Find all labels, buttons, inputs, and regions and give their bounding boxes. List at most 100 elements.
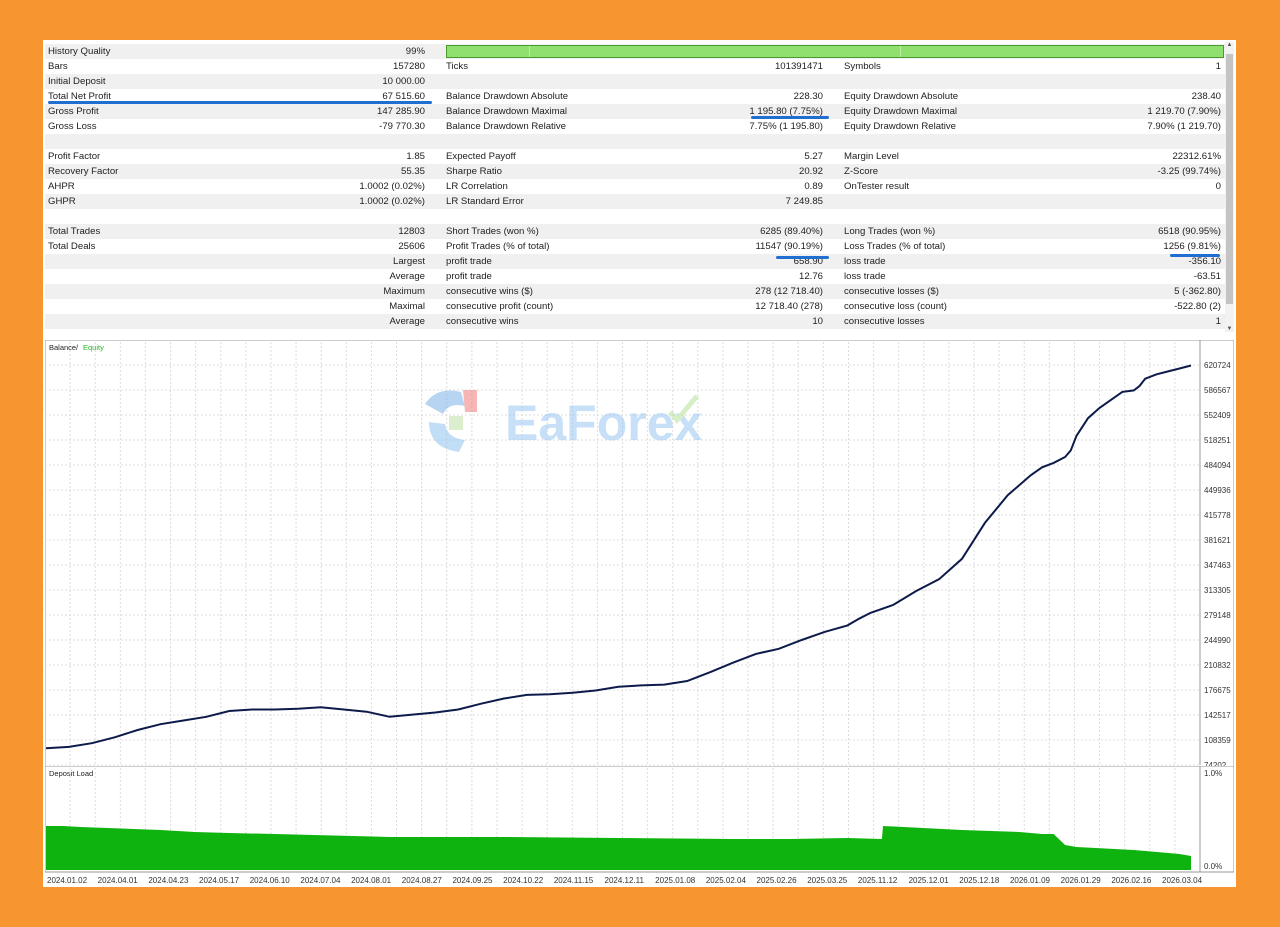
- balance-equity-chart: 620724 586567 552409 518251 484094 449936 4157…: [45, 340, 1234, 768]
- stats-scrollbar[interactable]: ▲ ▼: [1225, 42, 1234, 332]
- chart-frame: [45, 340, 1234, 768]
- stat-label-consecutive-losses: consecutive losses: [844, 316, 925, 327]
- stats-table: History Quality 99% Bars 157280 Ticks 1013914…: [45, 44, 1225, 334]
- stats-row: [45, 134, 1225, 149]
- stat-label-equity-drawdown-relative: Equity Drawdown Relative: [844, 121, 956, 132]
- stat-label-profit-trade: profit trade: [446, 271, 492, 282]
- deposit-load-area: [46, 826, 1191, 870]
- highlight-balance-drawdown: [751, 116, 829, 119]
- stats-row: Maximum consecutive wins ($) 278 (12 718.4…: [45, 284, 1225, 299]
- x-tick-label: 2024.01.02: [47, 876, 88, 885]
- stat-label-ticks: Ticks: [446, 61, 469, 72]
- x-tick-label: 2026.01.29: [1061, 876, 1102, 885]
- stat-value-consecutive-losses: 1: [1215, 316, 1221, 327]
- x-tick-label: 2025.12.01: [909, 876, 950, 885]
- y-tick-label: 1.0%: [1204, 769, 1222, 778]
- stat-value-long-trades-won: 6518 (90.95%): [1158, 226, 1221, 237]
- stat-value-equity-drawdown-relative: 7.90% (1 219.70): [1147, 121, 1221, 132]
- stats-row: GHPR 1.0002 (0.02%) LR Standard Error 7 249…: [45, 194, 1225, 209]
- stat-label-profit-trades-of-total: Profit Trades (% of total): [446, 241, 550, 252]
- y-tick-label: 620724: [1204, 361, 1231, 370]
- y-tick-label: 586567: [1204, 386, 1231, 395]
- stat-label-loss-trades-of-total: Loss Trades (% of total): [844, 241, 946, 252]
- scroll-thumb[interactable]: [1226, 54, 1233, 304]
- stat-label-history-quality: History Quality: [48, 46, 111, 57]
- stat-label-profit-factor: Profit Factor: [48, 151, 101, 162]
- stat-value-margin-level: 22312.61%: [1172, 151, 1221, 162]
- stat-label-consecutive-profit-count: consecutive profit (count): [446, 301, 554, 312]
- stat-label-long-trades-won: Long Trades (won %): [844, 226, 936, 237]
- y-tick-label: 381621: [1204, 536, 1231, 545]
- stat-label-expected-payoff: Expected Payoff: [446, 151, 516, 162]
- y-tick-label: 518251: [1204, 436, 1231, 445]
- stat-value-gross-loss: -79 770.30: [379, 121, 425, 132]
- stat-value-consecutive-losses: 5 (-362.80): [1174, 286, 1221, 297]
- stat-value-sharpe-ratio: 20.92: [798, 166, 823, 177]
- stat-value-loss-trade: -63.51: [1193, 271, 1221, 282]
- stat-value-history-quality: 99%: [405, 46, 425, 57]
- stats-row: Largest profit trade 658.90 loss trade -356.…: [45, 254, 1225, 269]
- x-tick-label: 2024.12.11: [605, 876, 645, 885]
- stat-value-bars: 157280: [392, 61, 425, 72]
- legend-equity: Equity: [83, 343, 104, 352]
- stat-value-consecutive-loss-count: -522.80 (2): [1174, 301, 1221, 312]
- quality-bar-segment: [900, 46, 901, 57]
- stat-label-ontester-result: OnTester result: [844, 181, 910, 192]
- stat-value-ghpr: 1.0002 (0.02%): [359, 196, 425, 207]
- stat-label-equity-drawdown-maximal: Equity Drawdown Maximal: [844, 106, 958, 117]
- stat-label-balance-drawdown-relative: Balance Drawdown Relative: [446, 121, 566, 132]
- stat-label-balance-drawdown-maximal: Balance Drawdown Maximal: [446, 106, 568, 117]
- stat-label-short-trades-won: Short Trades (won %): [446, 226, 539, 237]
- scroll-up-icon[interactable]: ▲: [1226, 42, 1233, 48]
- x-tick-label: 2024.11.15: [554, 876, 594, 885]
- stats-row: Profit Factor 1.85 Expected Payoff 5.27 Marg…: [45, 149, 1225, 164]
- stat-label-sharpe-ratio: Sharpe Ratio: [446, 166, 502, 177]
- tester-report: History Quality 99% Bars 157280 Ticks 1013914…: [43, 40, 1236, 887]
- x-tick-label: 2024.04.23: [148, 876, 189, 885]
- stat-value-ahpr: 1.0002 (0.02%): [359, 181, 425, 192]
- stat-value-consecutive-profit-count: 12 718.40 (278): [755, 301, 823, 312]
- logo-mark-icon: [425, 390, 465, 414]
- stat-value-loss-trades-of-total: 1256 (9.81%): [1163, 241, 1221, 252]
- stat-value-profit-trade: 658.90: [793, 256, 823, 267]
- balance-series-line: [45, 364, 1192, 750]
- y-tick-label: 484094: [1204, 461, 1231, 470]
- stat-value-maximum: Maximum: [383, 286, 425, 297]
- y-tick-label: 210832: [1204, 661, 1231, 670]
- stat-label-profit-trade: profit trade: [446, 256, 492, 267]
- stat-value-ticks: 101391471: [774, 61, 823, 72]
- x-tick-label: 2025.01.08: [655, 876, 696, 885]
- y-tick-label: 0.0%: [1204, 862, 1222, 871]
- stat-label-margin-level: Margin Level: [844, 151, 899, 162]
- stat-value-short-trades-won: 6285 (89.40%): [760, 226, 823, 237]
- stat-value-profit-trade: 12.76: [798, 271, 823, 282]
- y-tick-label: 449936: [1204, 486, 1231, 495]
- x-tick-label: 2025.02.26: [757, 876, 798, 885]
- stat-label-consecutive-wins: consecutive wins ($): [446, 286, 533, 297]
- stat-value-recovery-factor: 55.35: [400, 166, 425, 177]
- stats-row: [45, 209, 1225, 224]
- y-tick-label: 176675: [1204, 686, 1231, 695]
- highlight-net-profit: [48, 101, 432, 104]
- x-tick-label: 2026.03.04: [1162, 876, 1203, 885]
- eaforex-watermark: EaForex: [425, 390, 703, 452]
- stat-label-lr-standard-error: LR Standard Error: [446, 196, 524, 207]
- deposit-load-chart: Deposit Load 1.0% 0.0% 2024.01.02 2024.04.01…: [45, 766, 1234, 885]
- x-tick-label: 2024.09.25: [452, 876, 493, 885]
- scroll-down-icon[interactable]: ▼: [1226, 326, 1233, 332]
- stat-value-loss-trade: -356.10: [1188, 256, 1221, 267]
- quality-bar-segment: [529, 46, 530, 57]
- watermark-text: EaForex: [505, 395, 703, 451]
- y-tick-label: 108359: [1204, 736, 1231, 745]
- stat-value-profit-trades-of-total: 11547 (90.19%): [755, 241, 823, 252]
- stat-label-symbols: Symbols: [844, 61, 881, 72]
- y-tick-label: 313305: [1204, 586, 1231, 595]
- x-tick-label: 2026.01.09: [1010, 876, 1051, 885]
- stat-value-balance-drawdown-absolute: 228.30: [793, 91, 823, 102]
- stat-value-z-score: -3.25 (99.74%): [1157, 166, 1221, 177]
- stat-label-ahpr: AHPR: [48, 181, 75, 192]
- x-tick-label: 2024.04.01: [98, 876, 139, 885]
- stats-row: Average profit trade 12.76 loss trade -63.51: [45, 269, 1225, 284]
- stats-row: Total Deals 25606 Profit Trades (% of tota…: [45, 239, 1225, 254]
- x-tick-label: 2024.08.27: [402, 876, 443, 885]
